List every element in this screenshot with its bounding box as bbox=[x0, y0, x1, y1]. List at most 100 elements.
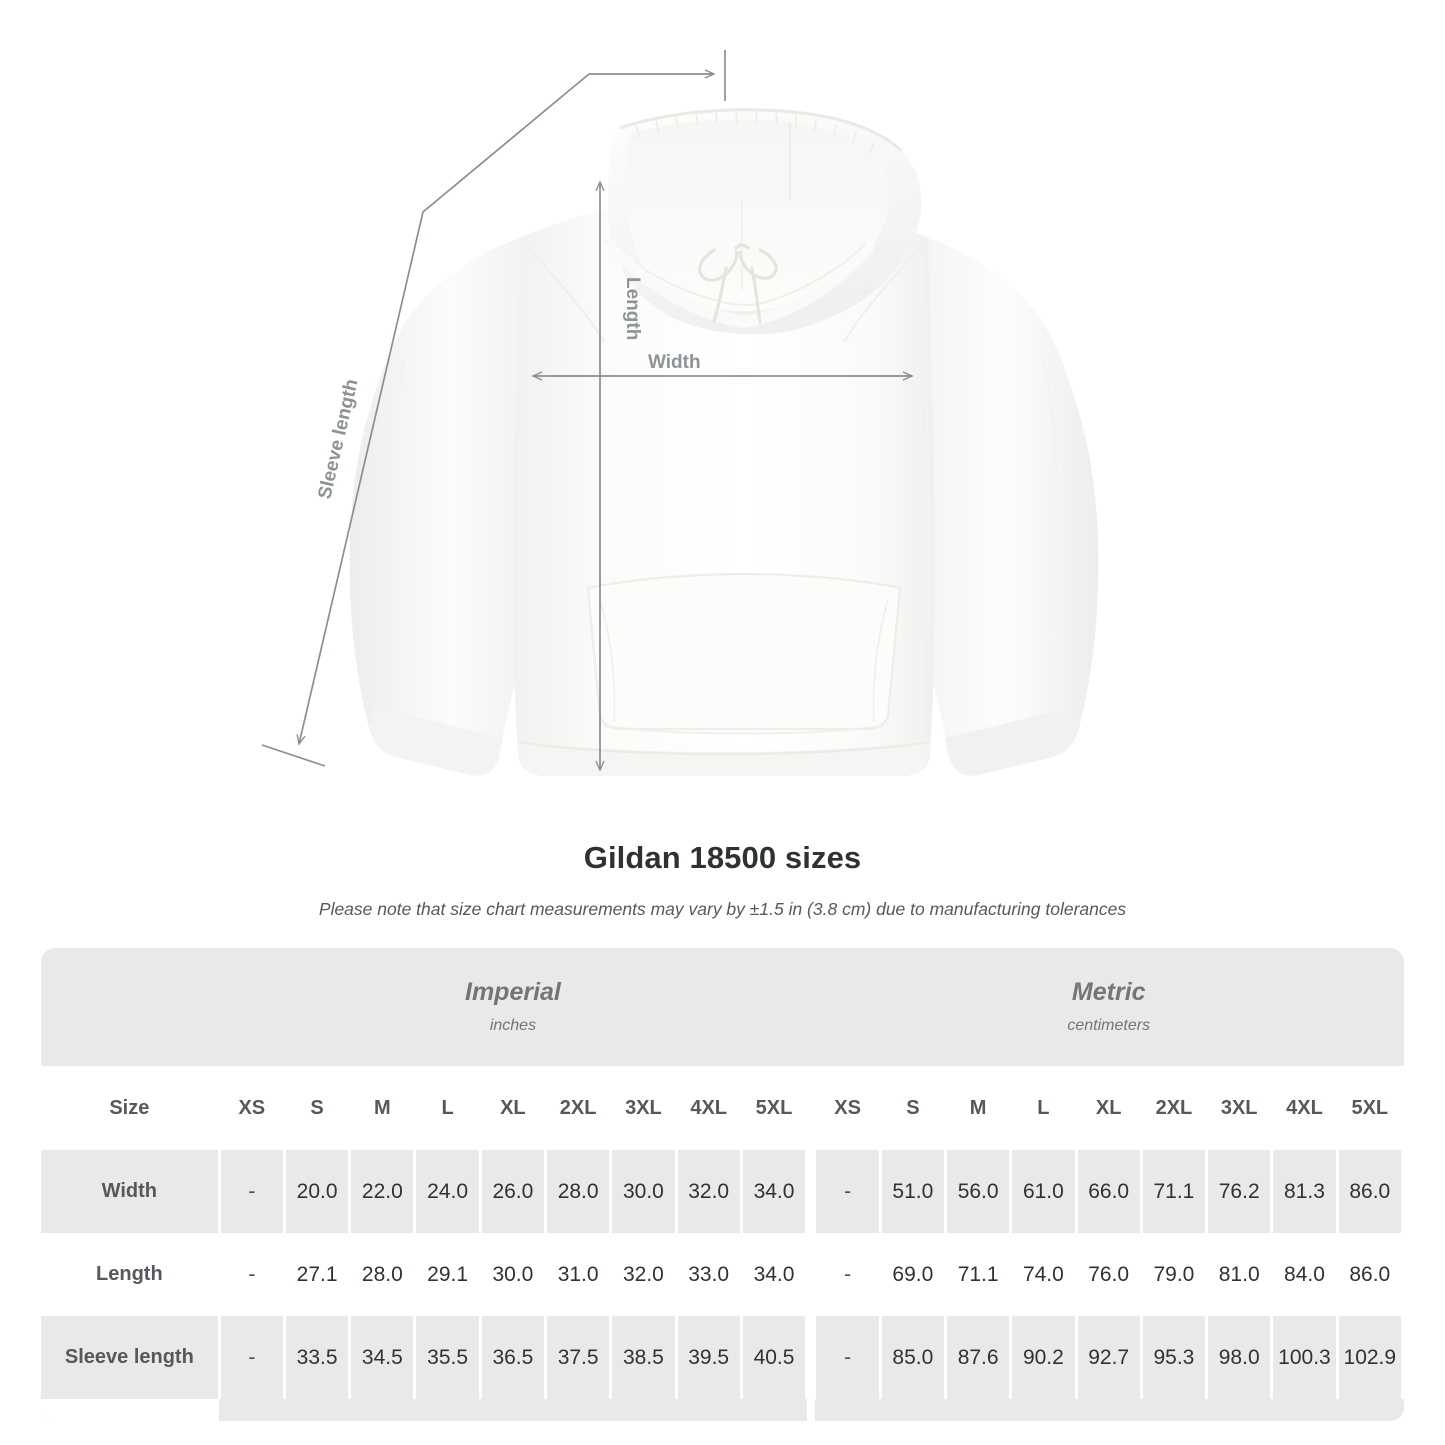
unit-cell-metric: Metric centimeters bbox=[814, 948, 1403, 1066]
cell-width-imperial-m: 22.0 bbox=[348, 1150, 417, 1233]
table-row-width: Width - 20.0 22.0 24.0 26.0 28.0 30.0 32… bbox=[41, 1150, 1404, 1233]
cell-width-imperial-s: 20.0 bbox=[282, 1150, 352, 1233]
cell-sleeve-metric-4xl: 100.3 bbox=[1270, 1316, 1339, 1399]
unit-band-divider bbox=[806, 948, 815, 1066]
col-header-imperial-2xl: 2XL bbox=[544, 1066, 613, 1150]
width-label: Width bbox=[648, 352, 701, 373]
cell-length-imperial-5xl: 34.0 bbox=[739, 1233, 809, 1316]
size-table-container: Imperial inches Metric centimeters Size … bbox=[41, 948, 1404, 1421]
col-header-metric-xs: XS bbox=[813, 1066, 882, 1150]
cell-sleeve-imperial-4xl: 39.5 bbox=[674, 1316, 743, 1399]
row-label-length: Length bbox=[41, 1233, 221, 1316]
col-header-imperial-5xl: 5XL bbox=[739, 1066, 809, 1150]
cell-sleeve-imperial-s: 33.5 bbox=[282, 1316, 352, 1399]
section-divider-sleeve bbox=[806, 1316, 815, 1399]
col-header-imperial-l: L bbox=[413, 1066, 482, 1150]
cell-sleeve-metric-xs: - bbox=[813, 1316, 882, 1399]
cell-sleeve-metric-s: 85.0 bbox=[878, 1316, 948, 1399]
cell-length-imperial-xs: - bbox=[217, 1233, 286, 1316]
measurement-callouts bbox=[261, 50, 914, 772]
size-table: Imperial inches Metric centimeters Size … bbox=[41, 948, 1404, 1421]
cell-width-imperial-xl: 26.0 bbox=[478, 1150, 548, 1233]
cell-width-metric-xl: 66.0 bbox=[1074, 1150, 1143, 1233]
cell-length-metric-xs: - bbox=[813, 1233, 882, 1316]
cell-length-imperial-3xl: 32.0 bbox=[609, 1233, 678, 1316]
cell-length-metric-5xl: 86.0 bbox=[1335, 1233, 1404, 1316]
cell-length-metric-l: 74.0 bbox=[1009, 1233, 1078, 1316]
col-header-metric-2xl: 2XL bbox=[1139, 1066, 1209, 1150]
cell-sleeve-imperial-5xl: 40.5 bbox=[739, 1316, 809, 1399]
cell-length-metric-3xl: 81.0 bbox=[1205, 1233, 1274, 1316]
cell-width-metric-l: 61.0 bbox=[1009, 1150, 1078, 1233]
cell-length-metric-2xl: 79.0 bbox=[1139, 1233, 1209, 1316]
cell-width-imperial-xs: - bbox=[217, 1150, 286, 1233]
unit-band-row: Imperial inches Metric centimeters bbox=[41, 948, 1403, 1066]
unit-name-imperial: Imperial bbox=[465, 978, 561, 1006]
cell-length-imperial-l: 29.1 bbox=[413, 1233, 482, 1316]
row-label-sleeve-length: Sleeve length bbox=[41, 1316, 221, 1399]
tolerance-note: Please note that size chart measurements… bbox=[318, 899, 1127, 919]
spacer-imperial-cell bbox=[219, 1399, 807, 1421]
unit-sub-metric: centimeters bbox=[1067, 1017, 1151, 1034]
cell-length-metric-m: 71.1 bbox=[943, 1233, 1013, 1316]
col-header-metric-3xl: 3XL bbox=[1205, 1066, 1274, 1150]
section-divider-width bbox=[806, 1150, 815, 1233]
cell-width-metric-s: 51.0 bbox=[878, 1150, 948, 1233]
cell-sleeve-imperial-l: 35.5 bbox=[413, 1316, 482, 1399]
unit-name-metric: Metric bbox=[1071, 978, 1146, 1006]
col-header-metric-xl: XL bbox=[1074, 1066, 1143, 1150]
unit-band-spacer bbox=[41, 948, 220, 1066]
cell-sleeve-metric-xl: 92.7 bbox=[1074, 1316, 1143, 1399]
cell-sleeve-metric-l: 90.2 bbox=[1009, 1316, 1078, 1399]
cell-length-metric-4xl: 84.0 bbox=[1270, 1233, 1339, 1316]
size-header-label: Size bbox=[41, 1066, 220, 1150]
cell-sleeve-imperial-xs: - bbox=[217, 1316, 286, 1399]
cell-width-imperial-3xl: 30.0 bbox=[609, 1150, 678, 1233]
unit-sub-imperial: inches bbox=[489, 1017, 537, 1034]
col-header-imperial-xl: XL bbox=[478, 1066, 548, 1150]
garment-illustration: Length Width Sleeve length bbox=[261, 50, 1099, 776]
spacer-metric-cell bbox=[814, 1399, 1403, 1421]
cell-sleeve-metric-m: 87.6 bbox=[943, 1316, 1013, 1399]
cell-sleeve-metric-5xl: 102.9 bbox=[1335, 1316, 1404, 1399]
cell-sleeve-imperial-3xl: 38.5 bbox=[609, 1316, 678, 1399]
length-label: Length bbox=[622, 277, 643, 340]
table-bottom-spacer bbox=[41, 1399, 1403, 1421]
spacer-label-cell bbox=[41, 1399, 220, 1421]
sleeve-diagonal bbox=[296, 73, 590, 746]
size-header-row: Size XS S M L XL 2XL 3XL 4XL 5XL XS S M … bbox=[41, 1066, 1404, 1150]
cell-length-metric-s: 69.0 bbox=[878, 1233, 948, 1316]
cell-width-metric-2xl: 71.1 bbox=[1139, 1150, 1209, 1233]
table-row-length: Length - 27.1 28.0 29.1 30.0 31.0 32.0 3… bbox=[41, 1233, 1404, 1316]
unit-cell-imperial: Imperial inches bbox=[219, 948, 807, 1066]
col-header-imperial-m: M bbox=[348, 1066, 417, 1150]
cell-length-imperial-s: 27.1 bbox=[282, 1233, 352, 1316]
col-header-imperial-xs: XS bbox=[217, 1066, 286, 1150]
cell-width-imperial-2xl: 28.0 bbox=[544, 1150, 613, 1233]
sleeve-length-dimension bbox=[261, 50, 726, 767]
cell-sleeve-imperial-2xl: 37.5 bbox=[544, 1316, 613, 1399]
cell-width-metric-xs: - bbox=[813, 1150, 882, 1233]
col-header-imperial-4xl: 4XL bbox=[674, 1066, 743, 1150]
cell-width-imperial-4xl: 32.0 bbox=[674, 1150, 743, 1233]
hoodie-graphic bbox=[349, 108, 1099, 776]
cell-length-metric-xl: 76.0 bbox=[1074, 1233, 1143, 1316]
cell-length-imperial-4xl: 33.0 bbox=[674, 1233, 743, 1316]
cell-width-metric-4xl: 81.3 bbox=[1270, 1150, 1339, 1233]
col-header-imperial-s: S bbox=[282, 1066, 352, 1150]
col-header-metric-4xl: 4XL bbox=[1270, 1066, 1339, 1150]
section-divider-length bbox=[806, 1233, 815, 1316]
sleeve-bottom-tick bbox=[261, 744, 326, 767]
table-row-sleeve-length: Sleeve length - 33.5 34.5 35.5 36.5 37.5… bbox=[41, 1316, 1404, 1399]
spacer-divider-cell bbox=[806, 1399, 815, 1421]
col-header-metric-m: M bbox=[943, 1066, 1013, 1150]
cell-sleeve-imperial-m: 34.5 bbox=[348, 1316, 417, 1399]
cell-sleeve-metric-3xl: 98.0 bbox=[1205, 1316, 1274, 1399]
cell-width-imperial-l: 24.0 bbox=[413, 1150, 482, 1233]
cell-width-imperial-5xl: 34.0 bbox=[739, 1150, 809, 1233]
cell-length-imperial-xl: 30.0 bbox=[478, 1233, 548, 1316]
title-block: Gildan 18500 sizes Please note that size… bbox=[0, 836, 1445, 922]
cell-length-imperial-m: 28.0 bbox=[348, 1233, 417, 1316]
cell-width-metric-m: 56.0 bbox=[943, 1150, 1013, 1233]
